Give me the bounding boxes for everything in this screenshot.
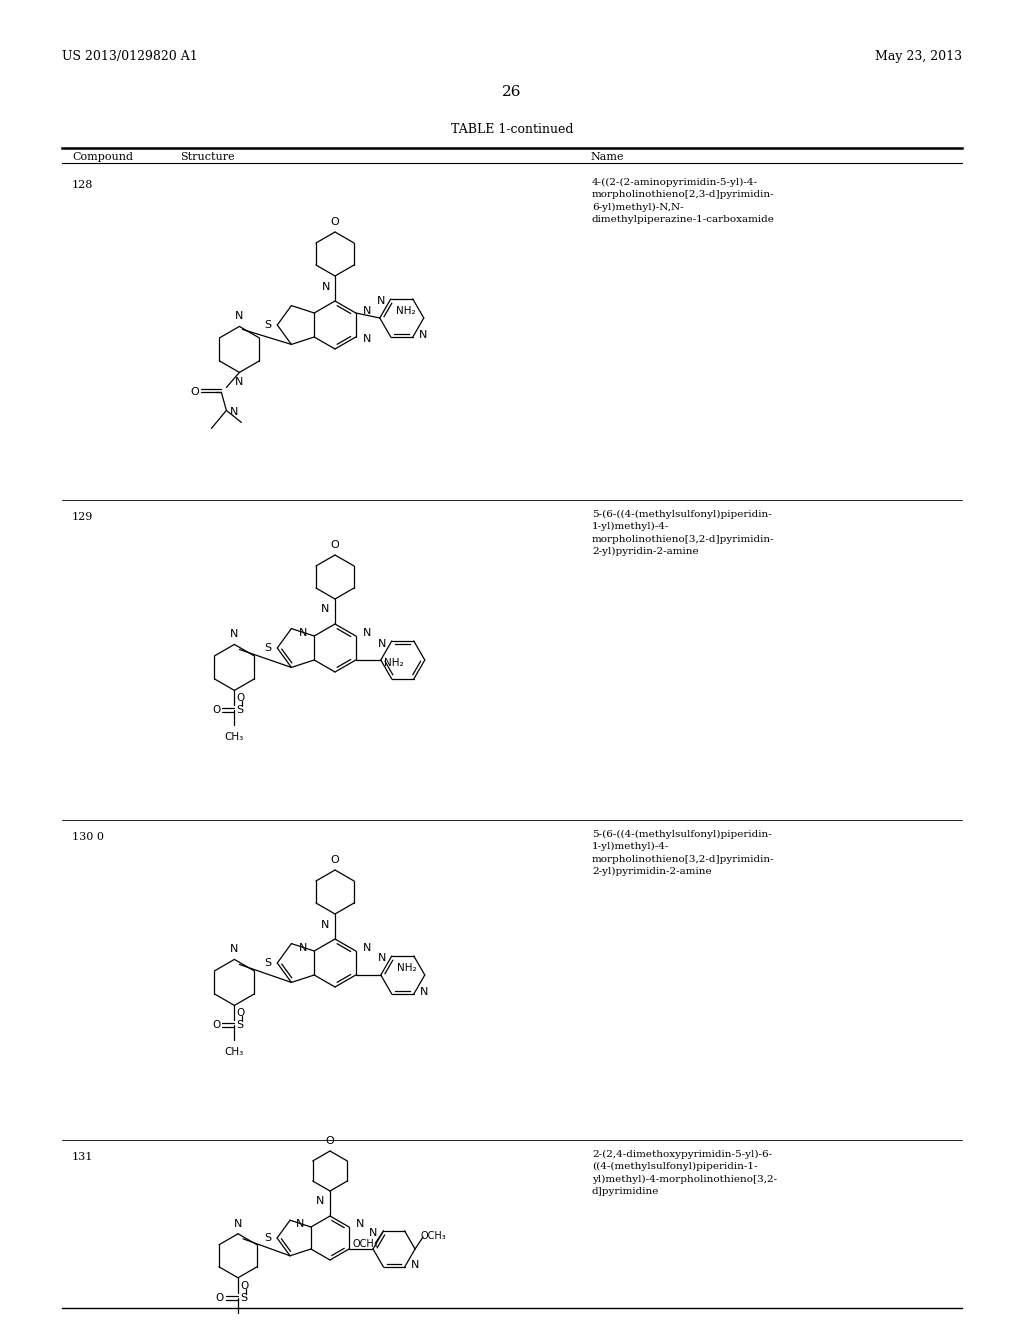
Text: N: N (411, 1261, 419, 1270)
Text: NH₂: NH₂ (396, 306, 416, 315)
Text: N: N (362, 942, 371, 953)
Text: O: O (237, 693, 245, 704)
Text: 26: 26 (502, 84, 522, 99)
Text: N: N (299, 628, 307, 638)
Text: N: N (296, 1218, 304, 1229)
Text: Compound: Compound (72, 152, 133, 162)
Text: S: S (264, 958, 271, 968)
Text: O: O (331, 540, 339, 550)
Text: N: N (377, 296, 385, 306)
Text: CH₃: CH₃ (224, 1047, 244, 1057)
Text: S: S (237, 1020, 244, 1031)
Text: S: S (237, 705, 244, 715)
Text: NH₂: NH₂ (384, 657, 403, 668)
Text: 5-(6-((4-(methylsulfonyl)piperidin-
1-yl)methyl)-4-
morpholinothieno[3,2-d]pyrim: 5-(6-((4-(methylsulfonyl)piperidin- 1-yl… (592, 830, 774, 876)
Text: 4-((2-(2-aminopyrimidin-5-yl)-4-
morpholinothieno[2,3-d]pyrimidin-
6-yl)methyl)-: 4-((2-(2-aminopyrimidin-5-yl)-4- morphol… (592, 178, 775, 224)
Text: 2-(2,4-dimethoxypyrimidin-5-yl)-6-
((4-(methylsulfonyl)piperidin-1-
yl)methyl)-4: 2-(2,4-dimethoxypyrimidin-5-yl)-6- ((4-(… (592, 1150, 777, 1196)
Text: N: N (419, 330, 427, 341)
Text: NH₂: NH₂ (396, 964, 417, 973)
Text: N: N (230, 630, 239, 639)
Text: N: N (370, 1228, 378, 1238)
Text: S: S (264, 643, 271, 653)
Text: OCH₃: OCH₃ (420, 1232, 445, 1241)
Text: CH₃: CH₃ (224, 733, 244, 742)
Text: N: N (299, 942, 307, 953)
Text: 131: 131 (72, 1152, 93, 1162)
Text: N: N (233, 1218, 243, 1229)
Text: 129: 129 (72, 512, 93, 521)
Text: May 23, 2013: May 23, 2013 (874, 50, 962, 63)
Text: O: O (212, 705, 220, 715)
Text: OCH₃: OCH₃ (353, 1238, 379, 1249)
Text: O: O (216, 1292, 224, 1303)
Text: S: S (264, 1233, 271, 1243)
Text: O: O (190, 387, 200, 397)
Text: N: N (362, 306, 371, 315)
Text: O: O (331, 216, 339, 227)
Text: N: N (321, 605, 329, 615)
Text: 5-(6-((4-(methylsulfonyl)piperidin-
1-yl)methyl)-4-
morpholinothieno[3,2-d]pyrim: 5-(6-((4-(methylsulfonyl)piperidin- 1-yl… (592, 510, 774, 556)
Text: O: O (212, 1020, 220, 1031)
Text: S: S (240, 1292, 247, 1303)
Text: O: O (326, 1137, 335, 1146)
Text: N: N (362, 628, 371, 638)
Text: N: N (378, 639, 386, 649)
Text: O: O (240, 1280, 248, 1291)
Text: 130 0: 130 0 (72, 832, 104, 842)
Text: N: N (230, 944, 239, 954)
Text: Structure: Structure (180, 152, 234, 162)
Text: TABLE 1-continued: TABLE 1-continued (451, 123, 573, 136)
Text: N: N (322, 281, 330, 292)
Text: N: N (362, 334, 371, 345)
Text: S: S (264, 319, 271, 330)
Text: O: O (237, 1008, 245, 1019)
Text: N: N (420, 987, 428, 997)
Text: O: O (331, 855, 339, 865)
Text: 128: 128 (72, 180, 93, 190)
Text: N: N (236, 312, 244, 321)
Text: N: N (315, 1196, 324, 1206)
Text: N: N (378, 953, 386, 964)
Text: N: N (356, 1218, 365, 1229)
Text: N: N (236, 378, 244, 387)
Text: US 2013/0129820 A1: US 2013/0129820 A1 (62, 50, 198, 63)
Text: Name: Name (590, 152, 624, 162)
Text: N: N (229, 408, 238, 417)
Text: N: N (321, 920, 329, 929)
